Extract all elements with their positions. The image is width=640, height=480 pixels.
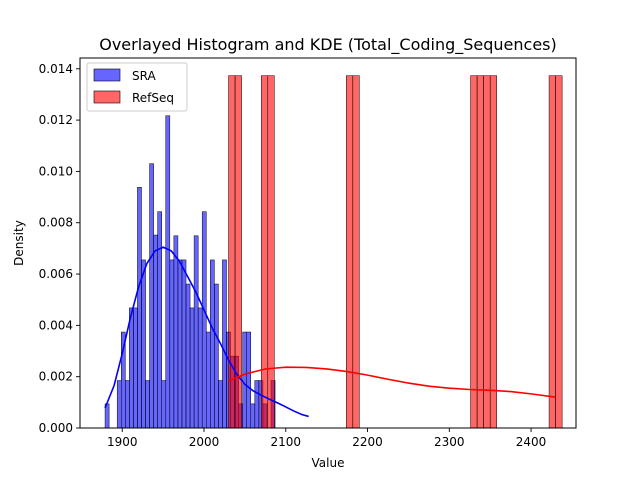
- y-tick-label-3: 0.006: [39, 267, 73, 281]
- legend-swatch-sra: [93, 68, 121, 82]
- x-axis: 1900 2000 2100 2200 2300 2400: [107, 428, 546, 449]
- refseq-kde-line: [228, 366, 556, 399]
- x-axis-label: Value: [312, 456, 345, 470]
- y-tick-label-5: 0.010: [39, 164, 73, 178]
- refseq-bar-18: [346, 75, 354, 429]
- sra-bar-21: [189, 307, 195, 429]
- legend-label-sra: SRA: [132, 69, 156, 83]
- plot-frame: [79, 57, 577, 429]
- sra-bar-22: [193, 235, 199, 429]
- sra-bar-26: [210, 259, 215, 429]
- sra-bar-34: [242, 331, 247, 429]
- x-tick-label-2200: 2200: [352, 435, 383, 449]
- y-tick-label-1: 0.002: [39, 370, 73, 384]
- sra-bar-20: [185, 283, 191, 429]
- kde-lines: [104, 246, 556, 418]
- refseq-bar-39: [483, 75, 491, 429]
- sra-bar-19: [181, 259, 187, 429]
- sra-kde-line: [104, 246, 309, 418]
- x-tick-label-2300: 2300: [434, 435, 465, 449]
- sra-bar-10: [145, 380, 150, 429]
- legend-label-refseq: RefSeq: [132, 91, 174, 105]
- sra-bar-8: [137, 187, 142, 429]
- sra-bar-7: [133, 307, 138, 429]
- x-tick-label-1900: 1900: [107, 435, 138, 449]
- chart-title: Overlayed Histogram and KDE (Total_Codin…: [99, 35, 557, 55]
- refseq-bars: [228, 75, 563, 429]
- sra-bar-16: [169, 259, 175, 429]
- sra-bar-13: [157, 211, 162, 429]
- sra-bar-37: [254, 380, 260, 429]
- sra-bar-9: [141, 259, 146, 429]
- sra-bar-25: [206, 331, 211, 429]
- legend: SRA RefSeq: [86, 62, 188, 112]
- y-tick-label-0: 0.000: [39, 421, 73, 435]
- refseq-bar-38: [476, 75, 484, 429]
- sra-bar-15: [165, 115, 171, 429]
- y-tick-label-7: 0.014: [39, 62, 73, 76]
- sra-bar-5: [125, 380, 130, 429]
- sra-bar-17: [173, 235, 179, 429]
- sra-bar-18: [177, 259, 183, 429]
- legend-swatch-refseq: [93, 90, 121, 104]
- x-tick-label-2000: 2000: [189, 435, 220, 449]
- sra-bars: [104, 115, 276, 429]
- sra-bar-35: [246, 331, 252, 429]
- refseq-bar-5: [260, 75, 269, 429]
- sra-bar-29: [222, 259, 227, 429]
- refseq-bar-0: [228, 75, 236, 429]
- x-tick-label-2100: 2100: [270, 435, 301, 449]
- sra-bar-11: [149, 163, 154, 429]
- plot-area: [104, 75, 563, 429]
- refseq-bar-49: [548, 75, 556, 429]
- y-tick-label-4: 0.008: [39, 216, 73, 230]
- sra-bar-36: [250, 403, 256, 429]
- y-axis-label: Density: [12, 220, 26, 266]
- y-tick-label-2: 0.004: [39, 318, 73, 332]
- sra-bar-23: [197, 307, 203, 429]
- refseq-bar-40: [489, 75, 497, 429]
- refseq-bar-6: [267, 75, 275, 429]
- refseq-bar-19: [352, 75, 360, 429]
- sra-bar-6: [129, 307, 134, 429]
- refseq-bar-37: [470, 75, 478, 429]
- sra-bar-12: [153, 234, 158, 429]
- sra-bar-3: [116, 380, 122, 429]
- sra-bar-28: [218, 380, 223, 429]
- y-tick-label-6: 0.012: [39, 113, 73, 127]
- refseq-bar-50: [555, 75, 563, 429]
- sra-bar-27: [214, 283, 219, 429]
- y-axis: 0.000 0.002 0.004 0.006 0.008 0.010 0.012 0.014: [39, 62, 80, 435]
- sra-bar-14: [161, 380, 167, 429]
- sra-bar-24: [201, 211, 207, 429]
- x-tick-label-2400: 2400: [516, 435, 547, 449]
